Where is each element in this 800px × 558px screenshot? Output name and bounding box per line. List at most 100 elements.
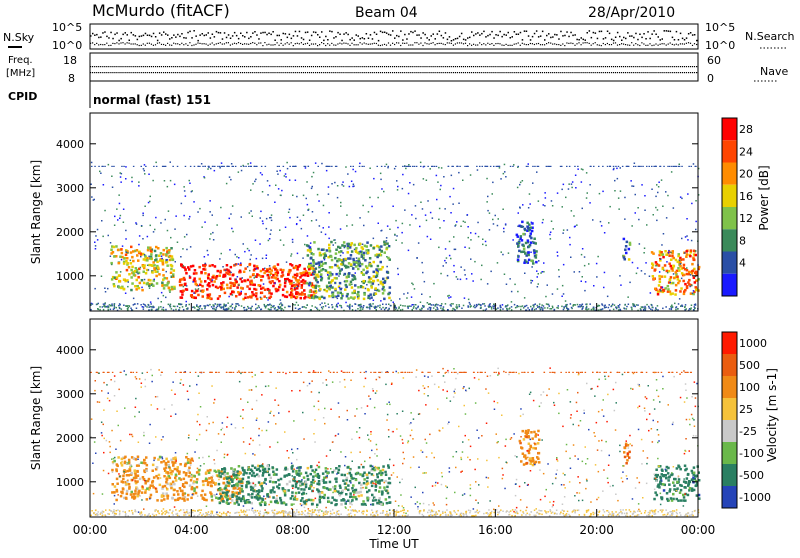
noise-point <box>232 35 234 37</box>
echo-cell <box>339 485 342 488</box>
echo-cell <box>392 206 394 208</box>
echo-cell <box>692 293 694 295</box>
noise-point <box>435 44 436 45</box>
echo-cell <box>111 264 113 266</box>
echo-cell <box>172 259 175 262</box>
echo-cell <box>366 241 369 244</box>
echo-cell <box>464 297 466 299</box>
echo-cell <box>455 306 457 308</box>
nave-point <box>615 72 616 73</box>
echo-cell <box>206 288 209 291</box>
echo-cell <box>476 166 478 167</box>
noise-point <box>216 31 218 33</box>
echo-cell <box>255 240 257 242</box>
echo-cell <box>166 259 168 261</box>
noise-point <box>619 36 621 38</box>
echo-cell <box>135 458 138 461</box>
echo-cell <box>518 306 520 308</box>
noise-point <box>374 43 375 44</box>
freq-point <box>439 66 440 67</box>
echo-cell <box>684 252 686 254</box>
echo-cell <box>653 278 656 281</box>
freq-point <box>400 66 401 67</box>
echo-cell <box>500 309 502 311</box>
noise-point <box>268 44 269 45</box>
freq-point <box>125 66 126 67</box>
echo-cell <box>575 187 577 189</box>
echo-cell <box>493 308 495 310</box>
echo-cell <box>349 186 351 188</box>
echo-cell <box>365 249 368 252</box>
freq-point <box>268 66 269 67</box>
echo-cell <box>176 468 179 471</box>
echo-cell <box>153 166 155 167</box>
nave-point <box>325 72 326 73</box>
echo-cell <box>584 256 586 258</box>
echo-cell <box>243 243 245 245</box>
echo-cell <box>292 276 295 279</box>
echo-cell <box>512 166 514 167</box>
echo-cell <box>220 306 222 308</box>
echo-cell <box>327 274 329 276</box>
echo-cell <box>173 489 176 492</box>
echo-cell <box>695 166 697 167</box>
nave-point <box>418 72 419 73</box>
noise-point <box>272 31 274 33</box>
freq-point <box>313 66 314 67</box>
freq-point <box>412 66 413 67</box>
echo-cell <box>97 308 99 310</box>
freq-point <box>262 66 263 67</box>
echo-cell <box>136 481 139 484</box>
nave-point <box>137 72 138 73</box>
noise-point <box>694 43 695 44</box>
echo-cell <box>526 166 528 167</box>
echo-cell <box>357 308 359 310</box>
echo-cell <box>467 226 469 228</box>
noise-point <box>581 44 582 45</box>
echo-cell <box>168 304 170 306</box>
echo-cell <box>238 465 241 468</box>
nave-point <box>566 72 567 73</box>
echo-cell <box>242 277 244 279</box>
echo-cell <box>240 262 242 264</box>
echo-cell <box>589 303 591 305</box>
echo-cell <box>165 219 167 221</box>
nave-point <box>451 72 452 73</box>
echo-cell <box>352 305 354 307</box>
echo-cell <box>145 470 148 473</box>
echo-cell <box>338 258 341 261</box>
echo-cell <box>168 287 171 290</box>
echo-cell <box>298 309 300 311</box>
echo-cell <box>373 271 376 274</box>
echo-cell <box>438 219 440 221</box>
echo-cell <box>110 305 112 307</box>
freq-point <box>666 66 667 67</box>
echo-cell <box>107 305 109 307</box>
echo-cell <box>395 220 397 222</box>
echo-cell <box>661 244 663 246</box>
echo-cell <box>143 308 145 310</box>
nave-point <box>459 72 460 73</box>
echo-cell <box>320 273 323 276</box>
echo-cell <box>492 193 494 195</box>
echo-cell <box>375 287 378 290</box>
noise-point <box>487 35 489 37</box>
echo-cell <box>593 285 595 287</box>
echo-cell <box>453 188 455 190</box>
echo-cell <box>535 242 538 245</box>
echo-cell <box>343 185 345 187</box>
echo-cell <box>362 244 364 246</box>
noise-point <box>260 32 262 34</box>
noise-point <box>337 43 338 44</box>
echo-cell <box>443 220 445 222</box>
nave-point <box>676 72 677 73</box>
echo-cell <box>329 266 332 269</box>
echo-cell <box>344 474 347 477</box>
echo-cell <box>223 288 226 291</box>
echo-cell <box>216 224 218 226</box>
echo-cell <box>177 466 180 469</box>
echo-cell <box>328 281 331 284</box>
echo-cell <box>500 305 502 307</box>
echo-cell <box>498 218 500 220</box>
echo-cell <box>175 474 178 477</box>
